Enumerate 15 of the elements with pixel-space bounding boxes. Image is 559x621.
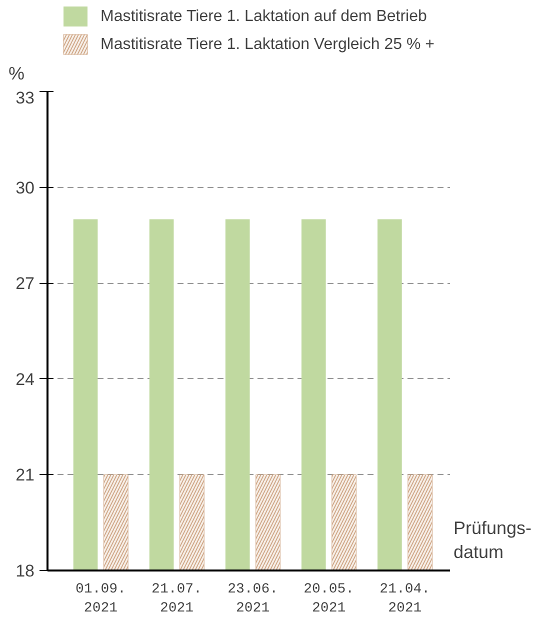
legend-label: Mastitisrate Tiere 1. Laktation auf dem Betrieb: [100, 8, 427, 25]
y-axis-title: %: [8, 64, 25, 84]
y-tick-label: 18: [16, 562, 35, 580]
y-tick-label: 24: [16, 370, 35, 389]
y-tick-label: 33: [16, 88, 35, 108]
x-tick-label: 21.04. 2021: [380, 582, 430, 617]
x-tick-label: 20.05. 2021: [304, 582, 354, 617]
y-tick-label: 27: [16, 274, 35, 294]
y-tick-label: 21: [16, 466, 35, 485]
y-tick-label: 30: [16, 178, 35, 198]
x-axis-title: Prüfungs- datum: [454, 518, 532, 562]
x-tick-label: 01.09. 2021: [76, 582, 126, 617]
x-tick-label: 23.06. 2021: [228, 582, 278, 617]
legend-label: Mastitisrate Tiere 1. Laktation Vergleich 25 % +: [100, 36, 434, 53]
x-tick-label: 21.07. 2021: [152, 582, 202, 617]
